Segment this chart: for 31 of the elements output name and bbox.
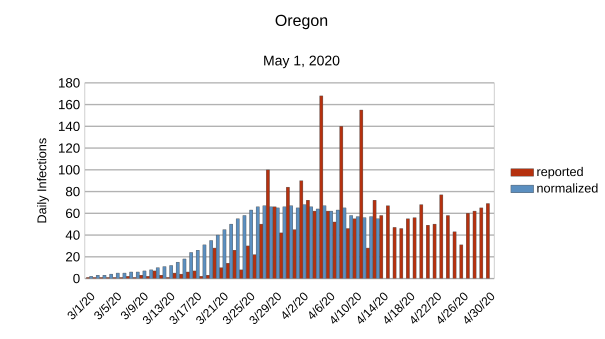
legend-label: reported <box>537 166 583 178</box>
y-tick-label: 0 <box>73 274 80 284</box>
bar <box>426 224 430 278</box>
y-tick-label: 60 <box>66 208 80 218</box>
chart-title: Oregon <box>276 14 328 29</box>
bar <box>412 217 416 278</box>
y-tick-label: 100 <box>58 164 80 174</box>
bar <box>479 207 484 278</box>
bar <box>406 218 410 278</box>
y-axis-title: Daily Infections <box>37 138 49 222</box>
y-tick-label: 20 <box>66 252 80 262</box>
bar <box>432 224 436 278</box>
y-tick-label: 80 <box>66 186 80 196</box>
bar <box>466 212 470 278</box>
y-tick-label: 40 <box>66 230 80 240</box>
bar <box>472 210 476 278</box>
bar <box>386 205 390 278</box>
bar <box>399 228 404 278</box>
legend-label: normalized <box>537 183 598 192</box>
bar <box>486 203 490 278</box>
bar <box>439 194 444 278</box>
y-tick-label: 180 <box>58 78 80 88</box>
y-tick-label: 120 <box>58 143 80 153</box>
y-tick-label: 160 <box>58 100 80 110</box>
y-tick-label: 140 <box>58 121 80 131</box>
bar <box>392 227 396 278</box>
bar <box>446 215 450 278</box>
bar <box>419 204 424 278</box>
bar <box>459 244 464 278</box>
chart-subtitle: May 1, 2020 <box>264 55 340 68</box>
bar <box>452 231 456 278</box>
